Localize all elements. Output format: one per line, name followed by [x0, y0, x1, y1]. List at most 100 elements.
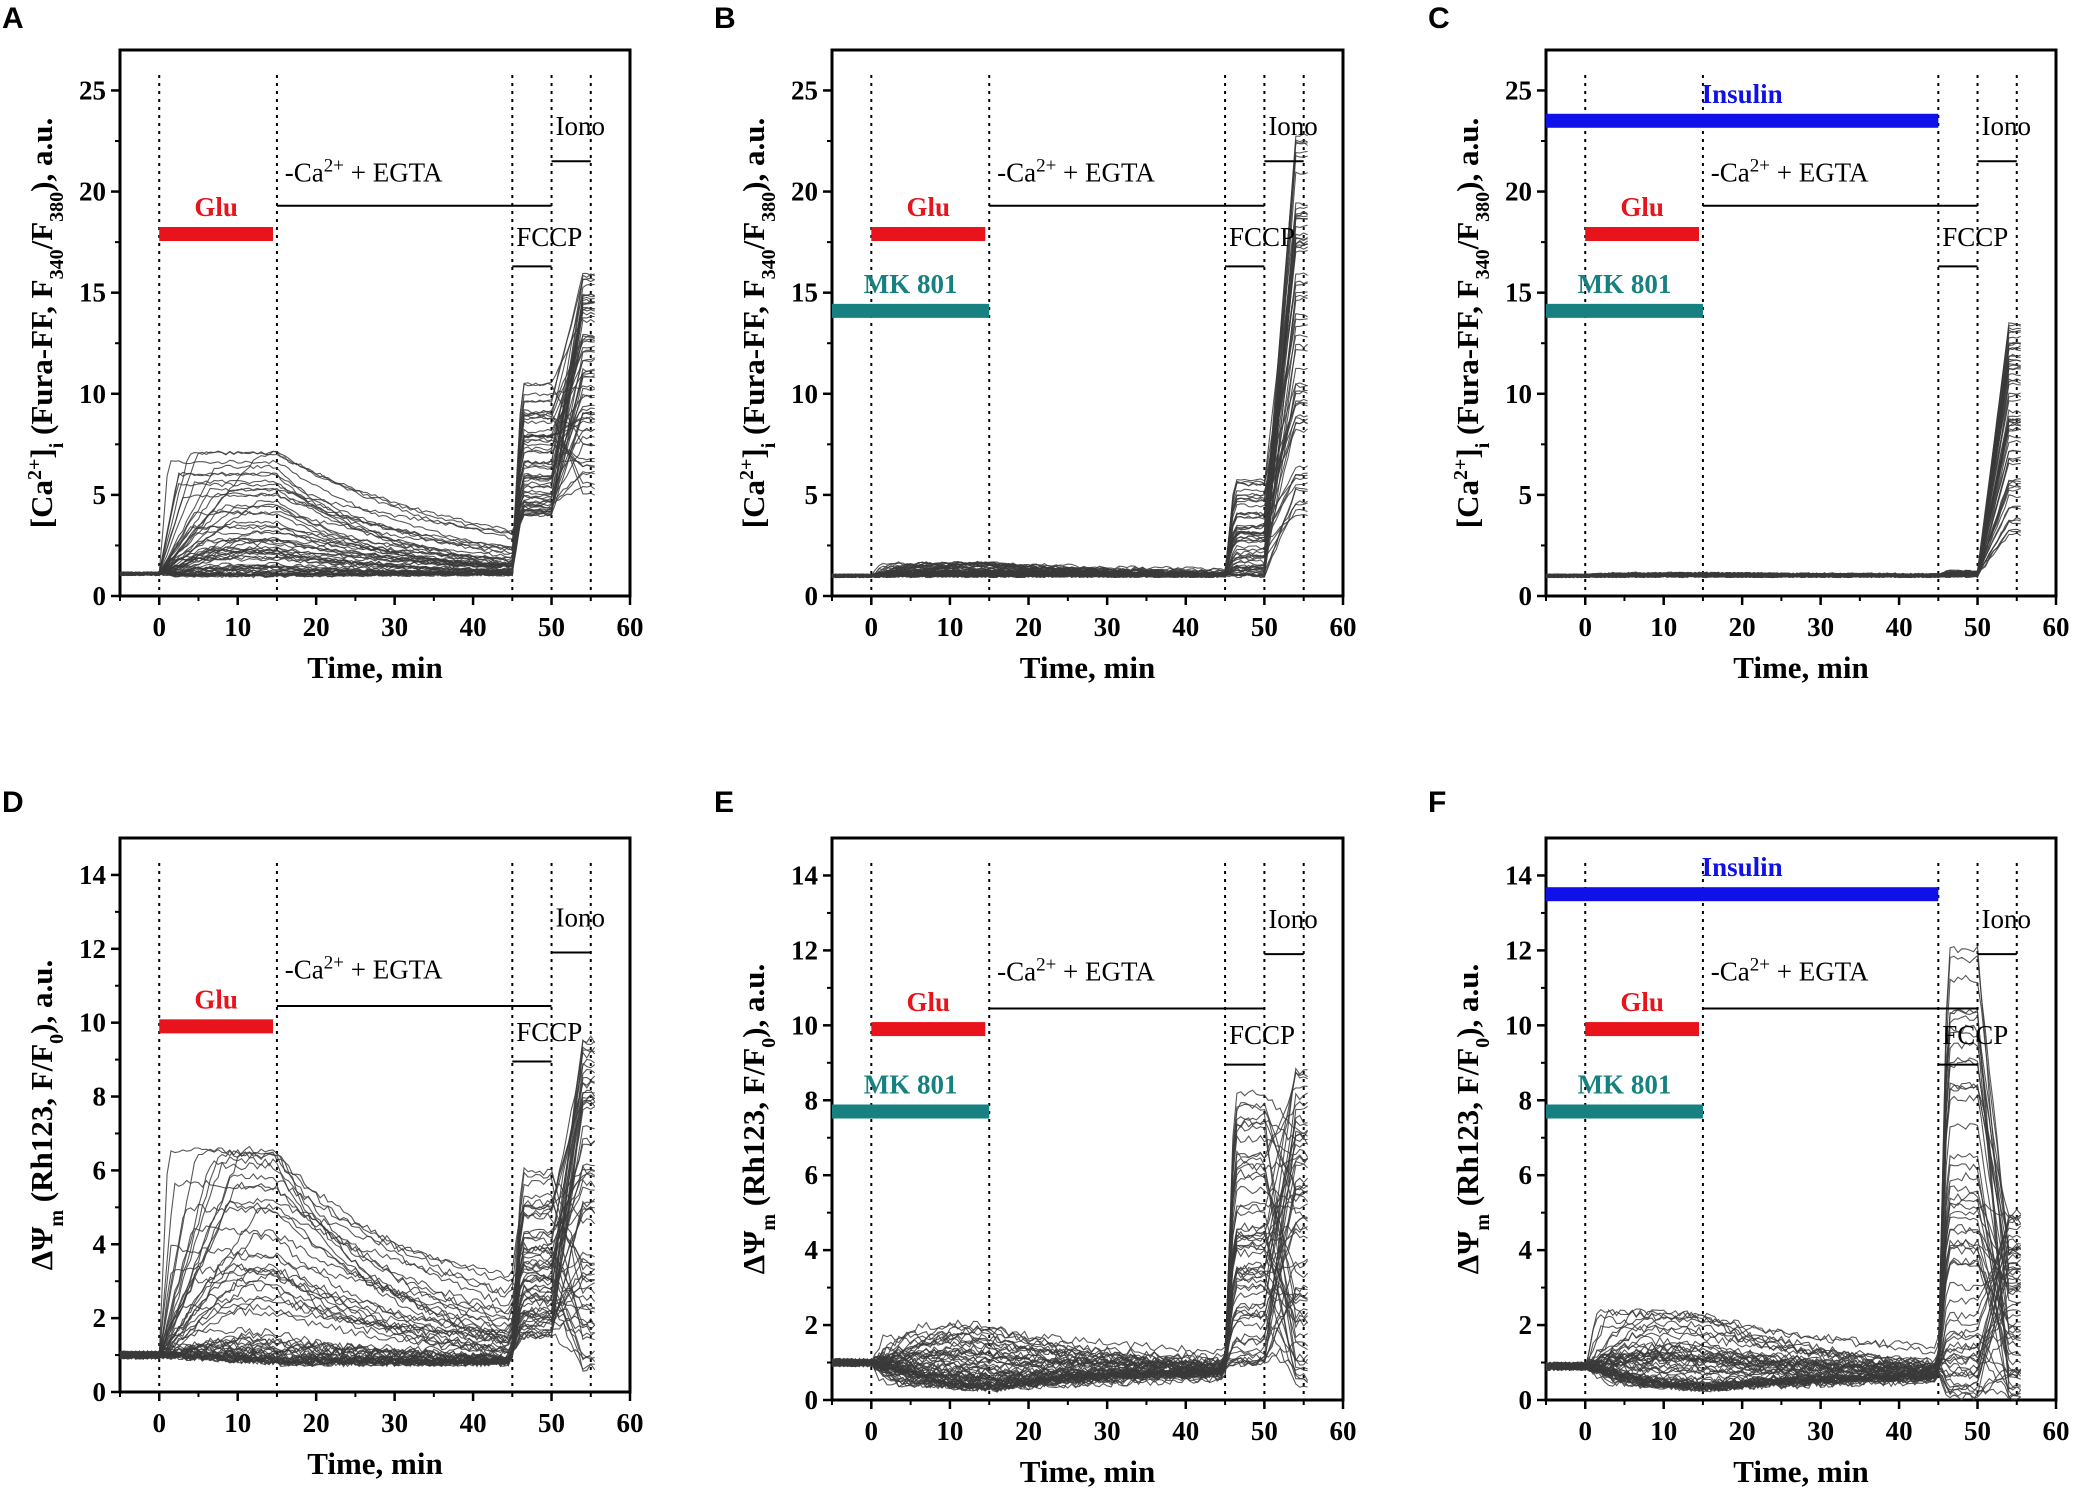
y-tick-label: 0	[805, 581, 819, 611]
x-axis-title: Time, min	[1020, 1454, 1156, 1489]
y-tick-label: 6	[1519, 1160, 1533, 1190]
trace-line	[1545, 379, 2021, 578]
y-axis-title-part: (Rh123, F/F	[1450, 1048, 1485, 1214]
x-tick-label: 0	[1578, 1416, 1592, 1446]
treatment-bar-glu	[871, 1022, 986, 1037]
trace-line	[1545, 1310, 2021, 1377]
treatment-bar-glu	[1585, 1022, 1699, 1037]
condition-label: Iono	[555, 903, 605, 933]
trace-line	[831, 1112, 1308, 1392]
x-tick-label: 20	[1015, 1416, 1042, 1446]
trace-line	[1545, 505, 2021, 579]
trace-line	[1545, 418, 2021, 579]
x-axis: 0 10 20 30 40 50 60	[831, 596, 1357, 642]
x-axis-title: Time, min	[1733, 650, 1869, 685]
trace-line	[1545, 418, 2021, 578]
egta-label-prefix: -Ca	[997, 956, 1036, 986]
panel-f: F 0 10 20 30 40 50 60 0 2 4 6 8 10 12 14 Time, min ΔΨm (R…	[1428, 786, 2070, 1489]
event-lines	[870, 75, 1305, 596]
x-tick-label: 30	[1094, 1416, 1121, 1446]
egta-label-sup: 2+	[1750, 954, 1770, 975]
plot-frame	[1544, 836, 2058, 1402]
trace-line	[1545, 353, 2021, 579]
condition-label: FCCP	[516, 1017, 582, 1047]
y-axis-title-part: m	[758, 1214, 780, 1231]
y-axis-title-part: ), a.u.	[24, 118, 59, 192]
trace-line	[1545, 399, 2021, 578]
trace-line	[1545, 1309, 2021, 1393]
x-tick-label: 10	[936, 1416, 963, 1446]
y-axis-title-part: (Rh123, F/F	[24, 1044, 59, 1210]
trace-line	[1545, 335, 2021, 579]
y-axis-title: [Ca2+]i (Fura-FF, F340/F380), a.u.	[1450, 118, 1494, 528]
plot-frame	[118, 836, 632, 1394]
treatment-bar-glu	[871, 227, 986, 242]
treatment-label-mk801: MK 801	[864, 1070, 958, 1100]
trace-line	[1545, 418, 2021, 579]
treatment-label-mk801: MK 801	[1578, 269, 1672, 299]
treatment-label-insulin: Insulin	[1702, 79, 1783, 109]
trace-line	[831, 141, 1308, 578]
traces	[119, 272, 596, 579]
plot-frame	[1544, 48, 2058, 598]
trace-line	[1545, 439, 2021, 579]
event-lines	[1584, 75, 2018, 596]
trace-line	[1545, 506, 2021, 579]
trace-line	[1545, 420, 2021, 578]
treatment-bar-glu	[1585, 227, 1699, 242]
trace-line	[119, 1198, 596, 1366]
trace-line	[831, 280, 1308, 579]
trace-line	[1545, 519, 2021, 579]
y-axis-title-part: 2+	[24, 459, 46, 480]
x-tick-label: 60	[2043, 1416, 2070, 1446]
egta-label-suffix: + EGTA	[1770, 956, 1869, 986]
y-tick-label: 6	[93, 1155, 107, 1185]
y-axis-title-part: ]	[1450, 448, 1485, 458]
trace-line	[1545, 420, 2021, 578]
x-axis: 0 10 20 30 40 50 60	[831, 1400, 1357, 1446]
panel-letter-c: C	[1428, 2, 1450, 35]
trace-line	[1545, 1201, 2022, 1377]
trace-line	[831, 1114, 1308, 1373]
trace-line	[119, 1264, 595, 1360]
x-tick-label: 30	[1807, 612, 1834, 642]
y-axis-title-part: (Fura-FF, F	[1450, 279, 1485, 442]
x-tick-label: 50	[1251, 612, 1278, 642]
y-tick-label: 4	[93, 1229, 107, 1259]
y-axis: 0 5 10 15 20 25	[1505, 75, 1546, 611]
plot-frame	[830, 48, 1345, 598]
condition-label: -Ca2+ + EGTA	[1711, 954, 1869, 987]
y-tick-label: 20	[791, 177, 818, 207]
x-tick-label: 50	[538, 612, 565, 642]
y-axis-title-part: /F	[24, 222, 59, 251]
y-axis-title-part: [Ca	[24, 480, 59, 529]
trace-line	[1545, 434, 2021, 579]
treatment-bar-glu	[159, 227, 273, 242]
trace-line	[1545, 423, 2021, 579]
trace-line	[1545, 449, 2021, 579]
event-lines	[1584, 863, 2018, 1400]
x-tick-label: 0	[152, 612, 166, 642]
egta-label-prefix: -Ca	[1711, 956, 1750, 986]
x-tick-label: 60	[617, 1408, 644, 1438]
y-tick-label: 15	[1505, 278, 1532, 308]
trace-line	[1545, 1056, 2021, 1391]
trace-line	[1545, 392, 2021, 578]
egta-label-sup: 2+	[1750, 155, 1770, 176]
trace-line	[1545, 1083, 2022, 1371]
trace-line	[1545, 359, 2021, 579]
x-tick-label: 60	[2043, 612, 2070, 642]
y-axis-title-part: i	[1472, 442, 1494, 448]
trace-line	[119, 1232, 595, 1360]
x-tick-label: 50	[538, 1408, 565, 1438]
event-lines	[870, 863, 1305, 1400]
y-tick-label: 10	[79, 379, 106, 409]
trace-line	[119, 1192, 595, 1361]
plot-frame	[118, 48, 632, 598]
trace-line	[831, 383, 1308, 579]
y-tick-label: 10	[791, 379, 818, 409]
y-tick-label: 20	[1505, 177, 1532, 207]
trace-line	[1545, 382, 2021, 579]
